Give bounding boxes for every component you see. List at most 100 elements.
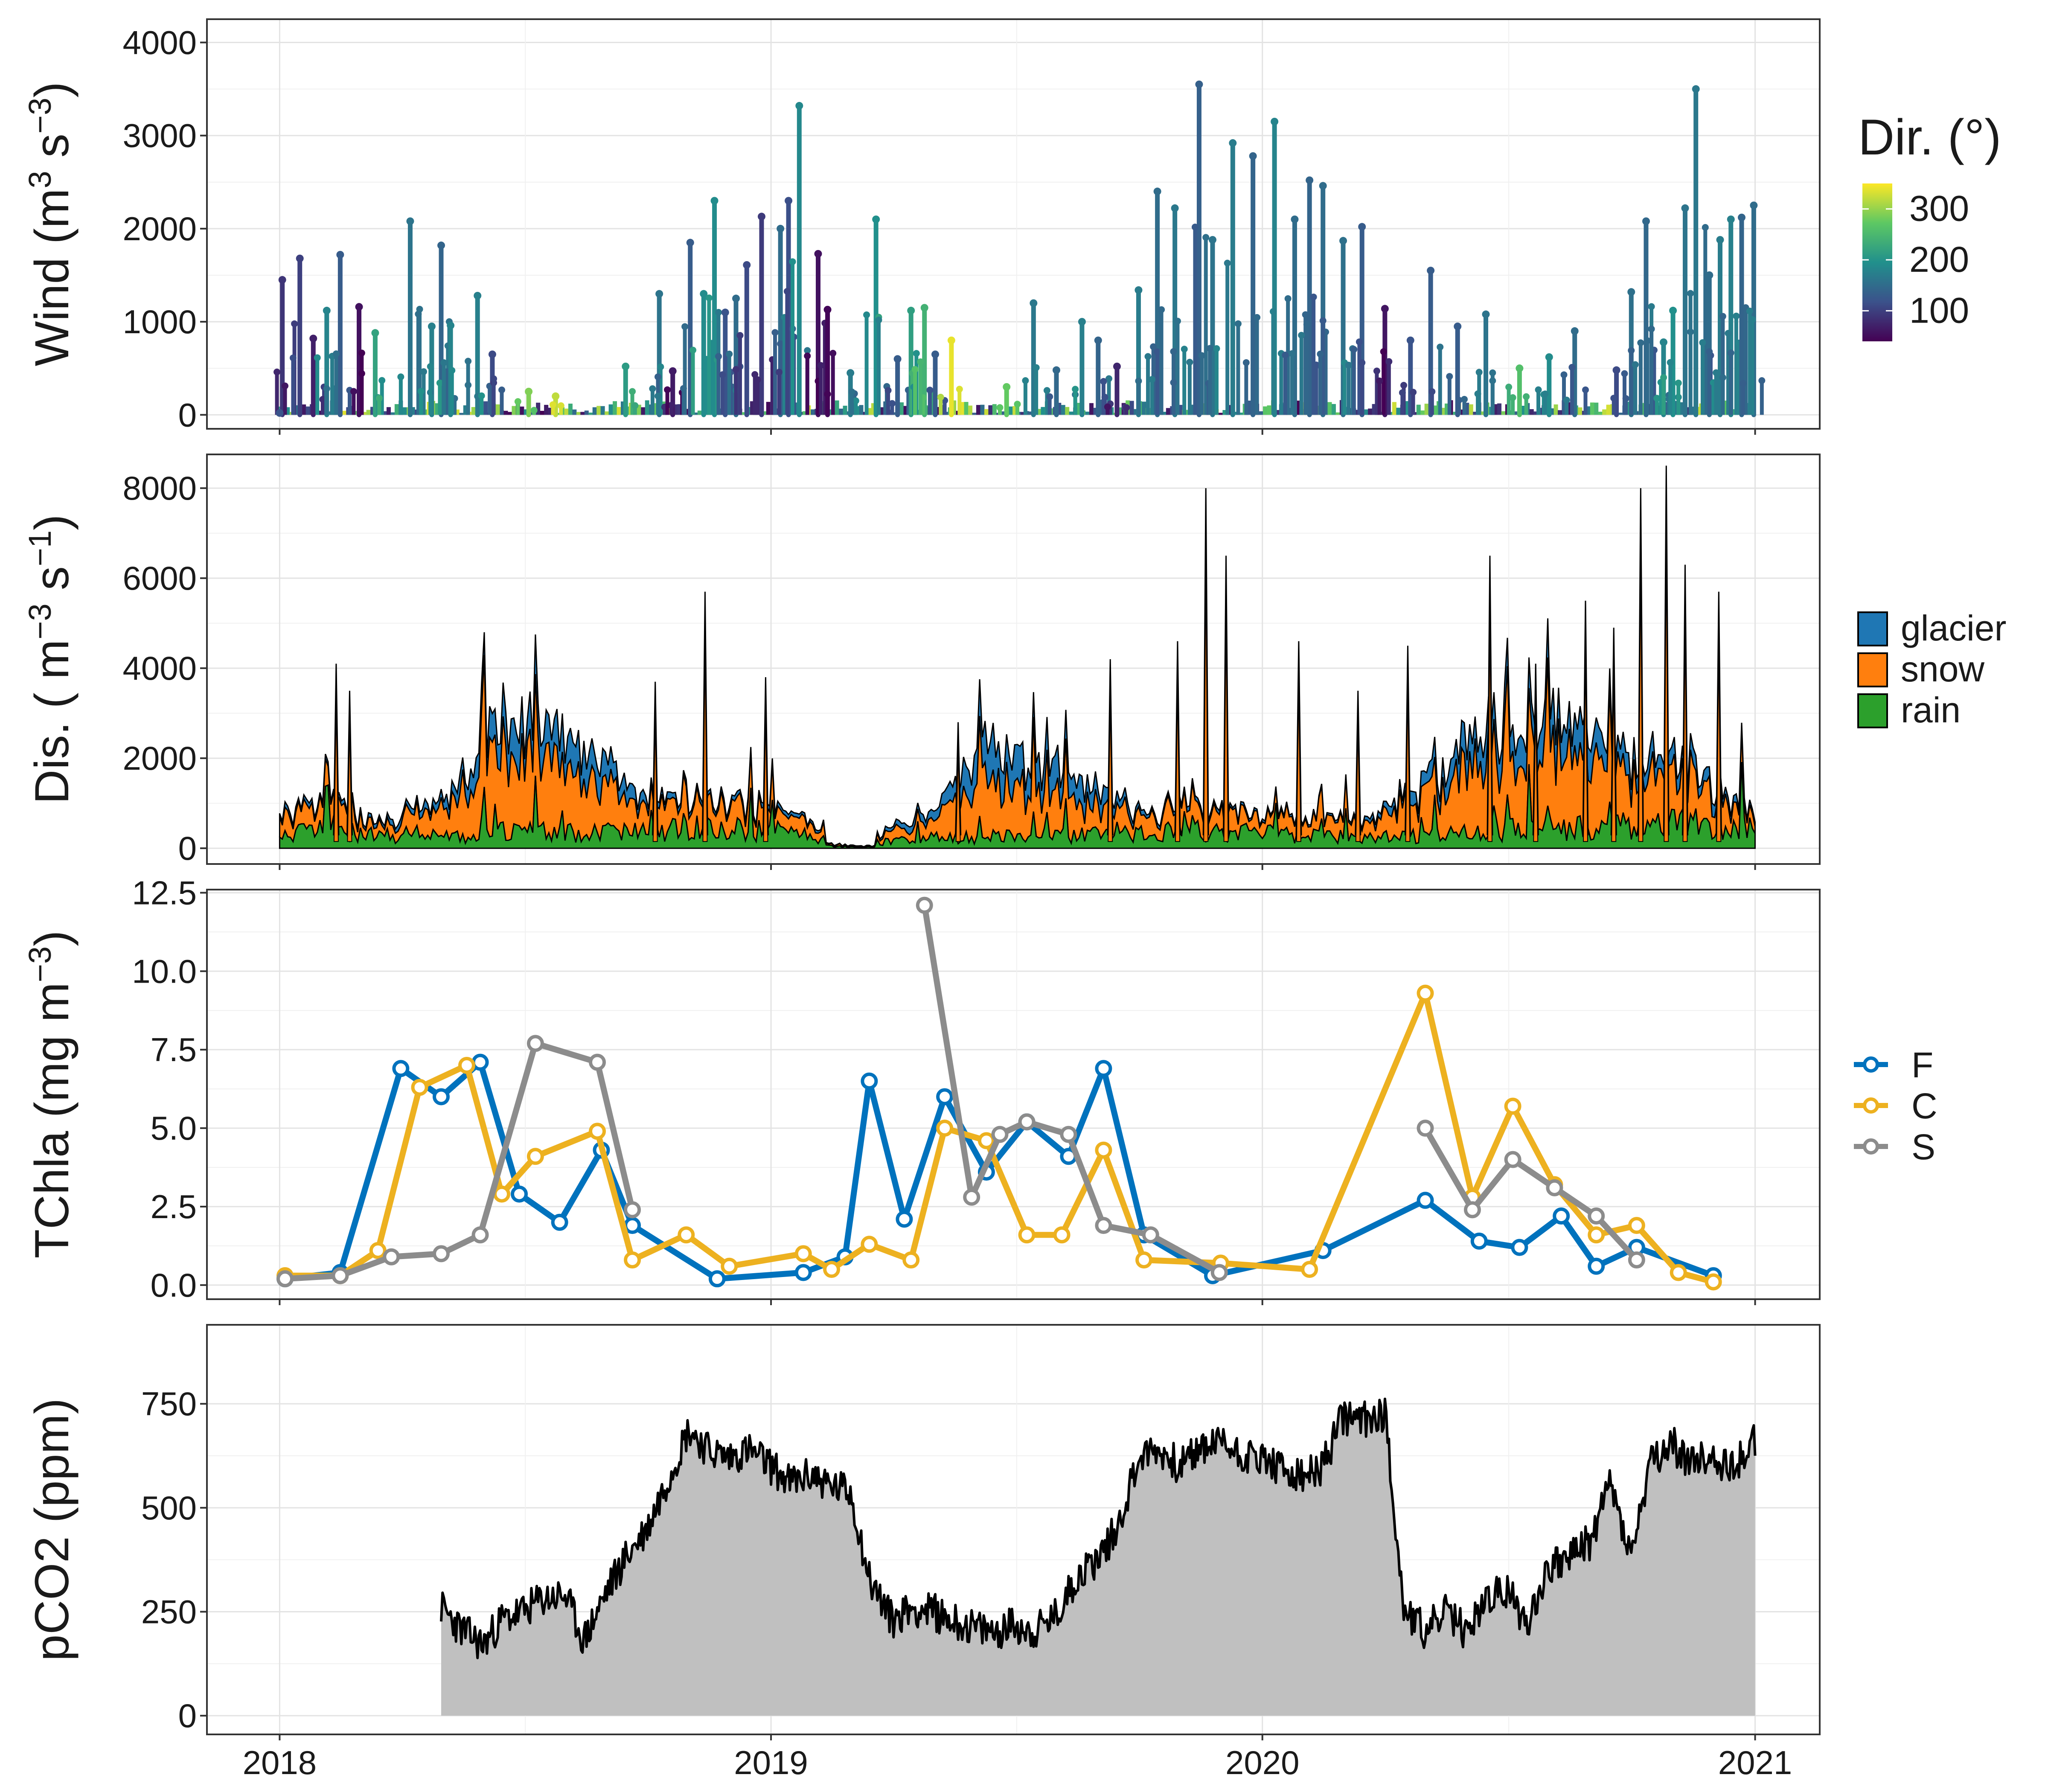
wind-legend-title: Dir. (°): [1858, 109, 2001, 166]
wind-panel-border: [206, 18, 1821, 430]
wind-peak-point: [309, 335, 317, 343]
legend-key-glacier: [1857, 611, 1888, 646]
wind-spike-point: [1610, 395, 1617, 402]
tchla-point-F: [708, 1270, 726, 1288]
tchla-point-F: [471, 1053, 489, 1071]
wind-spike-point: [1100, 378, 1107, 385]
y-tick-label: 0: [178, 396, 197, 433]
discharge-marks: [279, 465, 1756, 849]
wind-spike-point: [1284, 295, 1292, 302]
wind-spike-point: [1158, 306, 1165, 313]
wind-spike-point: [848, 388, 855, 396]
wind-spike-point: [1560, 371, 1568, 378]
wind-spike-point: [1298, 332, 1305, 339]
wind-spike-point: [1660, 374, 1667, 381]
wind-spike-point: [884, 387, 892, 394]
tchla-point-F: [511, 1185, 528, 1203]
tchla-y-ticks: 0.0 2.5 5.0 7.5 10.0 12.5: [132, 874, 1756, 1305]
tchla-point-F: [896, 1210, 913, 1228]
wind-spike-point: [1043, 387, 1050, 394]
wind-spike-point: [478, 392, 485, 399]
wind-peak-point: [1271, 118, 1279, 125]
wind-y-axis-title: Wind (m3 s−3): [22, 82, 79, 367]
wind-spike-point: [657, 363, 664, 370]
wind-spike-point: [1170, 379, 1177, 386]
tchla-point-C: [1705, 1273, 1722, 1291]
wind-peak-point: [1750, 201, 1758, 209]
wind-peak-point: [777, 224, 785, 233]
wind-spike-point: [1719, 313, 1726, 320]
colorbar-tick-label: 300: [1909, 189, 1969, 229]
wind-peak-point: [814, 250, 822, 258]
wind-peak-point: [525, 387, 533, 396]
y-tick-label: 0.0: [151, 1266, 197, 1304]
wind-spike-point: [1206, 345, 1213, 352]
pco2-panel: 0 250 500 750 pCO2 (ppm): [25, 1324, 1821, 1740]
wind-spike-point: [751, 371, 759, 378]
tchla-point-S: [1142, 1226, 1159, 1244]
discharge-spike-snow: [1682, 627, 1688, 842]
wind-spike-point: [1135, 377, 1142, 384]
wind-spike-point: [490, 375, 497, 382]
wind-spike-point: [417, 388, 425, 395]
wind-spike-point: [996, 404, 1004, 411]
wind-peak-point: [1030, 299, 1038, 307]
wind-peak-point: [1454, 323, 1462, 330]
wind-spike-point: [754, 376, 761, 383]
wind-spike-point: [1150, 343, 1157, 350]
wind-spike-point: [1637, 339, 1644, 346]
discharge-spike-snow: [1611, 676, 1617, 842]
tchla-point-S: [276, 1270, 294, 1288]
y-tick-label: 4000: [122, 24, 197, 61]
wind-peak-point: [1113, 362, 1121, 370]
wind-peak-point: [907, 306, 915, 314]
tchla-point-F: [433, 1088, 450, 1105]
tchla-point-F: [392, 1060, 410, 1077]
wind-peak-point: [710, 197, 719, 205]
wind-spike-point: [719, 371, 726, 378]
wind-spike-point: [1105, 375, 1113, 382]
tchla-point-C: [721, 1257, 738, 1275]
wind-spike-point: [1653, 395, 1661, 402]
wind-spike-point: [1282, 352, 1289, 359]
wind-peak-point: [1642, 217, 1650, 225]
tchla-point-C: [624, 1251, 641, 1269]
pco2-panel-border: [206, 1324, 1821, 1735]
wind-peak-point: [1306, 176, 1314, 184]
wind-spike-point: [715, 309, 722, 316]
y-tick-label: 0: [178, 829, 197, 867]
wind-spike-point: [789, 258, 796, 265]
wind-spike-point: [282, 382, 289, 390]
wind-spike-point: [1400, 382, 1408, 389]
tchla-point-C: [589, 1123, 606, 1140]
tchla-point-C: [823, 1261, 841, 1278]
y-tick-label: 500: [141, 1489, 197, 1527]
x-tick-label: 2020: [1225, 1744, 1300, 1781]
discharge-spike-snow: [1533, 704, 1539, 842]
wind-spike-point: [1356, 338, 1363, 346]
wind-spike-point: [1319, 317, 1327, 324]
tchla-point-F: [551, 1213, 568, 1231]
wind-spike-point: [783, 288, 791, 295]
discharge-spike-snow: [1108, 701, 1113, 842]
pco2-y-axis-title: pCO2 (ppm): [25, 1398, 79, 1661]
wind-peak-point: [1358, 223, 1366, 231]
wind-spike-point: [1632, 361, 1639, 368]
wind-spike-point: [289, 354, 297, 361]
tchla-point-C: [493, 1185, 511, 1203]
wind-peak-point: [1094, 336, 1102, 344]
wind-spike-point: [1687, 290, 1694, 297]
tchla-point-C: [1588, 1226, 1605, 1244]
wind-peak-point: [1705, 271, 1713, 279]
wind-peak-point: [655, 290, 663, 298]
wind-spike-point: [436, 379, 443, 387]
legend-key-point-F: [1863, 1056, 1879, 1073]
wind-spike-point: [681, 323, 689, 330]
wind-spike-point: [1563, 396, 1570, 404]
tchla-point-S: [1417, 1120, 1434, 1137]
wind-peak-point: [1727, 215, 1735, 224]
discharge-spike-snow: [1716, 648, 1722, 842]
tchla-point-S: [1588, 1207, 1605, 1225]
tchla-point-S: [1060, 1126, 1077, 1143]
